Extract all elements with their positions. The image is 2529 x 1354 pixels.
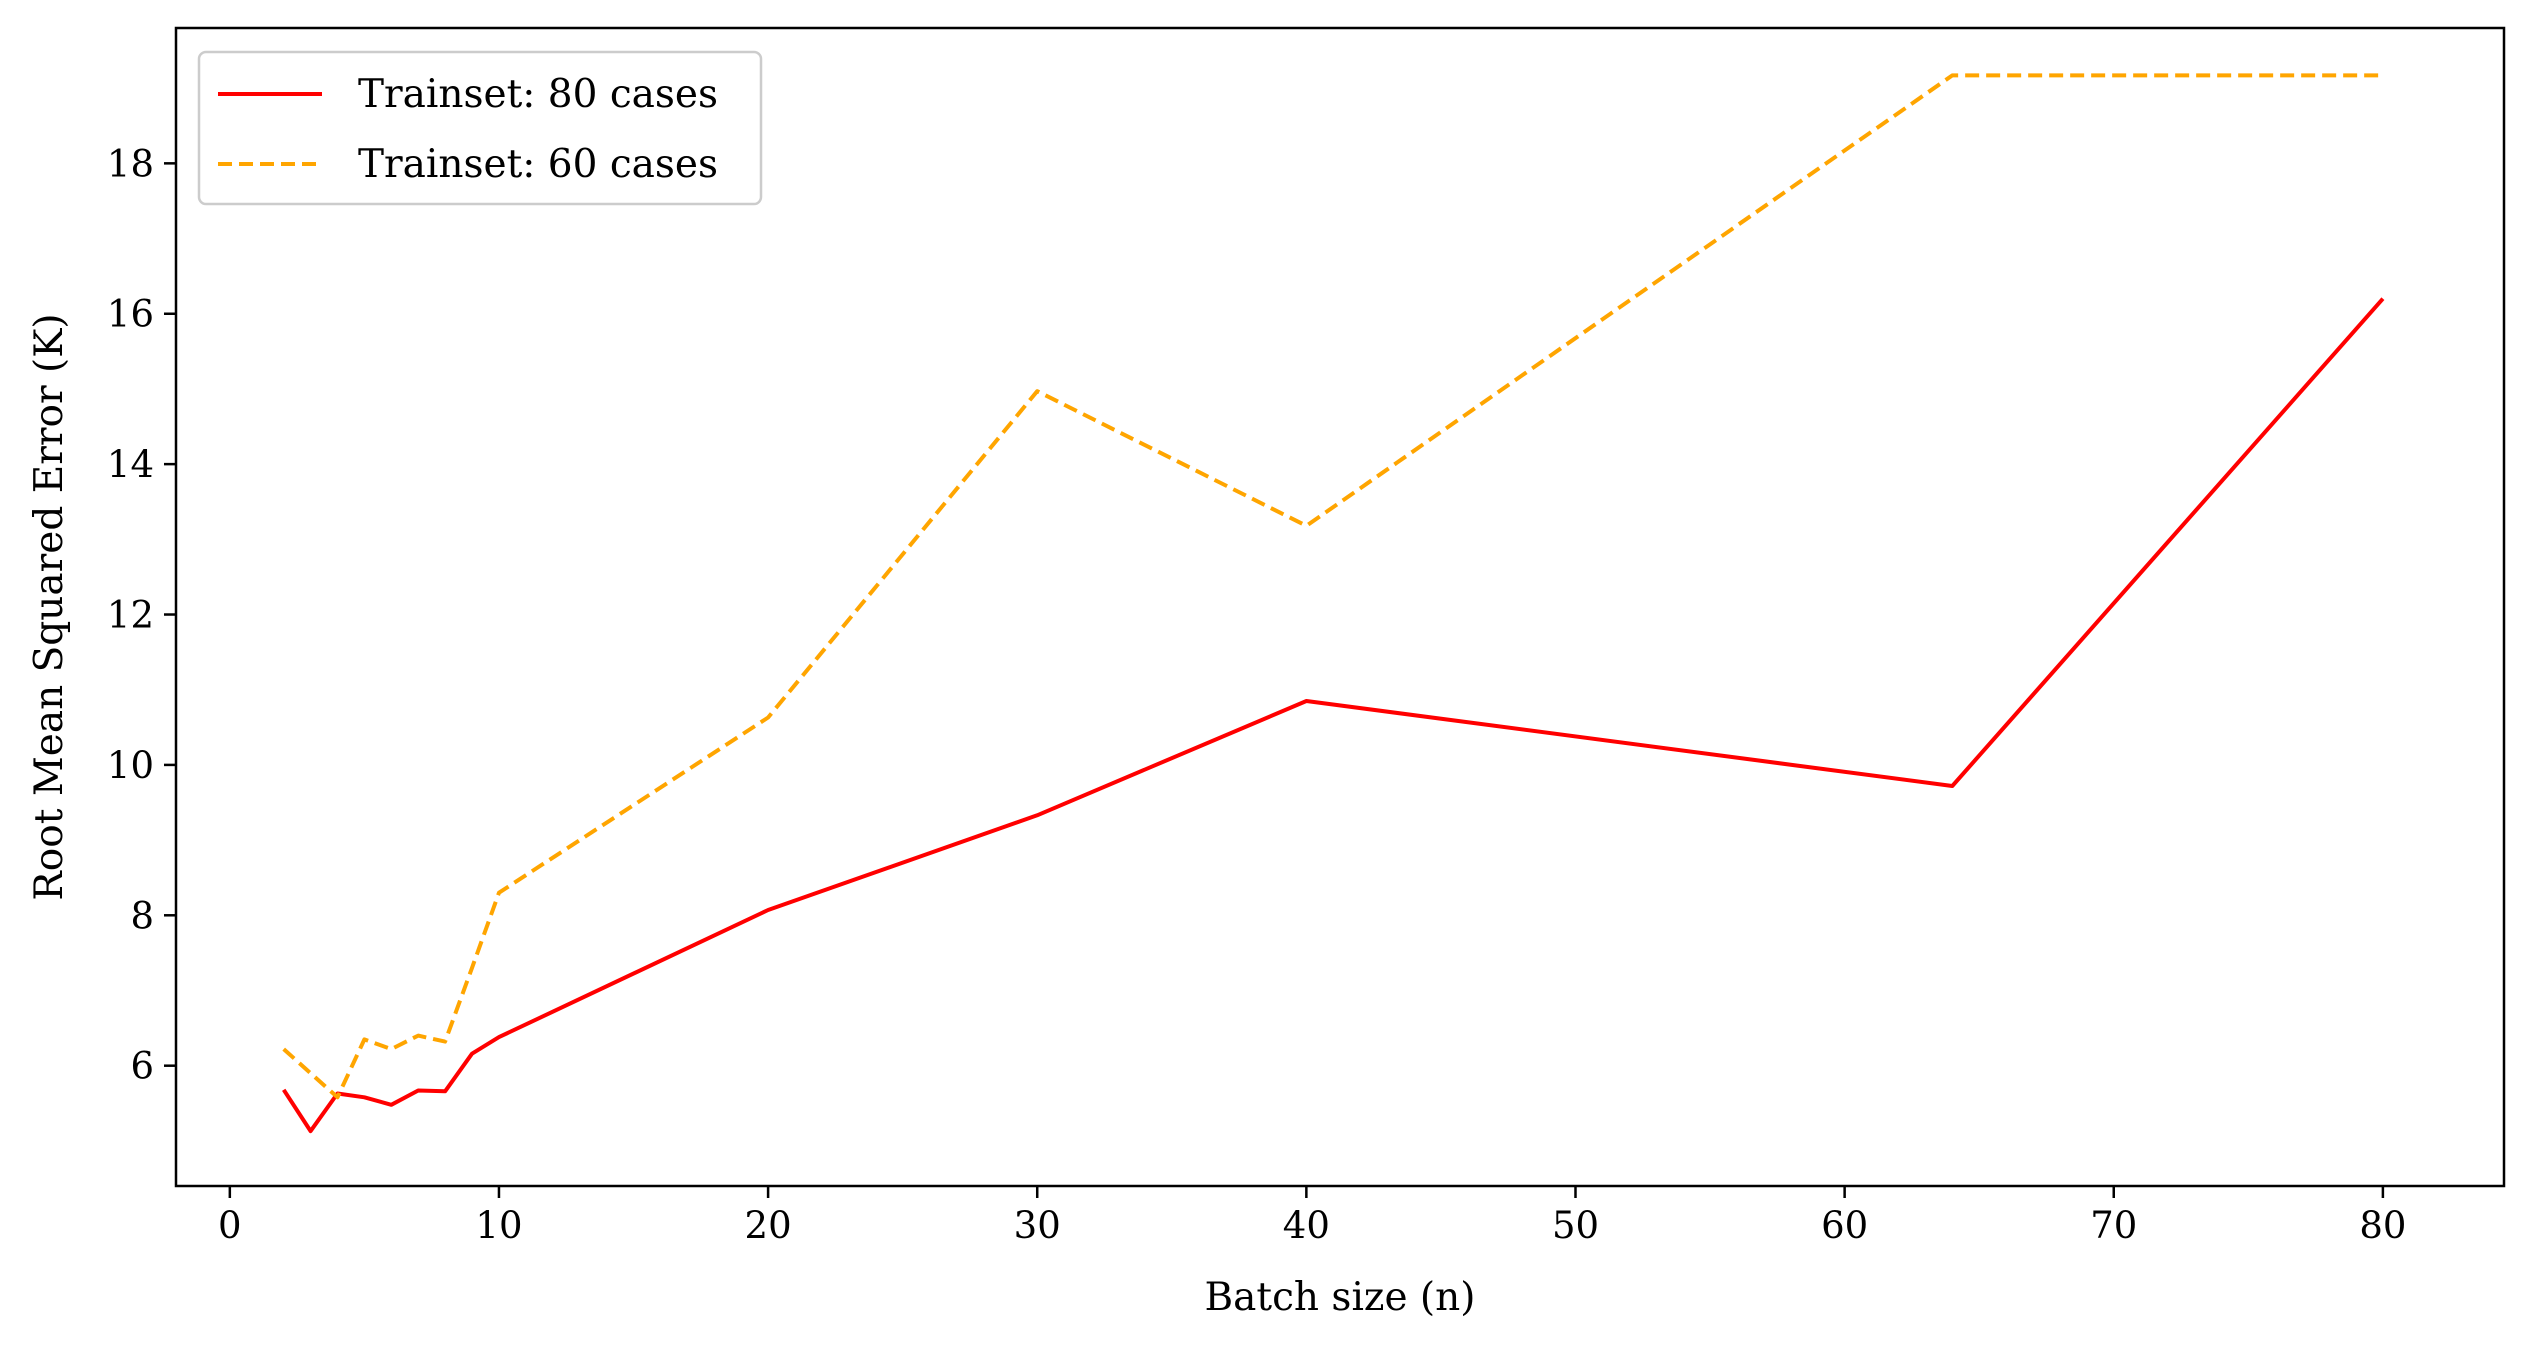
x-tick-label: 10 [475, 1204, 522, 1247]
x-tick-label: 0 [218, 1204, 242, 1247]
x-tick-label: 30 [1014, 1204, 1061, 1247]
legend: Trainset: 80 cases Trainset: 60 cases [197, 50, 763, 206]
x-tick-label: 20 [745, 1204, 792, 1247]
y-tick-label: 10 [107, 744, 154, 787]
x-tick-label: 80 [2359, 1204, 2406, 1247]
series-layer [282, 73, 2385, 1134]
x-axis: 0 10 20 30 40 50 60 70 80 [218, 1186, 2406, 1247]
y-tick-label: 12 [107, 594, 154, 637]
y-tick-label: 18 [107, 142, 154, 185]
y-axis: 6 8 10 12 14 16 18 [107, 142, 176, 1088]
y-tick-label: 6 [130, 1045, 154, 1088]
y-tick-label: 14 [107, 443, 154, 486]
series-line-2 [282, 73, 2383, 1100]
y-tick-label: 16 [107, 293, 154, 336]
x-tick-label: 60 [1821, 1204, 1868, 1247]
legend-entry-2: Trainset: 60 cases [358, 142, 718, 187]
x-axis-label: Batch size (n) [1204, 1275, 1475, 1320]
x-tick-label: 50 [1552, 1204, 1599, 1247]
plot-area-frame [174, 26, 2506, 1188]
legend-box [197, 50, 763, 206]
y-tick-label: 8 [130, 894, 154, 937]
x-tick-label: 70 [2090, 1204, 2137, 1247]
y-axis-label: Root Mean Squared Error (K) [27, 313, 72, 900]
series-line-1 [282, 297, 2385, 1134]
x-tick-label: 40 [1283, 1204, 1330, 1247]
legend-entry-1: Trainset: 80 cases [358, 72, 718, 117]
